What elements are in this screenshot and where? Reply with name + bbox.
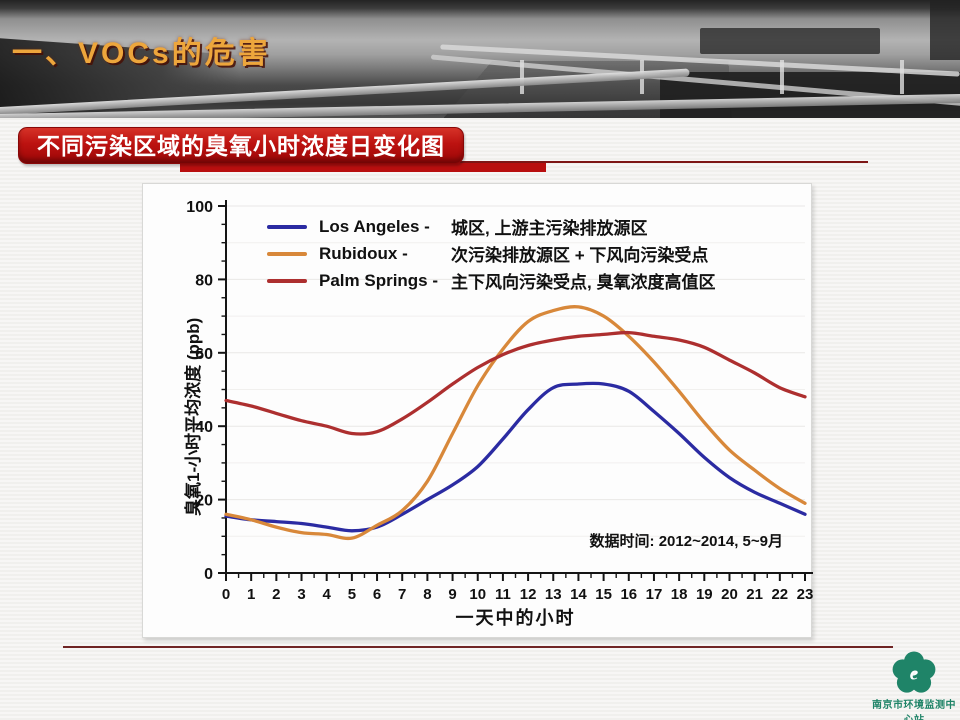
svg-text:14: 14	[570, 586, 587, 603]
photo-equipment	[930, 0, 960, 60]
plum-blossom-e-logo-icon: e	[892, 651, 936, 693]
line-swatch-icon	[267, 251, 307, 256]
svg-text:0: 0	[204, 566, 213, 583]
line-swatch-icon	[267, 224, 307, 229]
svg-text:17: 17	[646, 586, 663, 603]
y-axis-label: 臭氧1-小时平均浓度 (ppb)	[184, 317, 203, 516]
footer-divider	[63, 646, 893, 648]
svg-text:1: 1	[247, 586, 255, 603]
svg-text:3: 3	[297, 586, 305, 603]
header-photo: 一、VOCs的危害	[0, 0, 960, 118]
photo-equipment	[700, 28, 880, 54]
svg-text:9: 9	[448, 586, 456, 603]
svg-text:8: 8	[423, 586, 431, 603]
banner-underline-thin	[460, 161, 868, 163]
svg-text:2: 2	[272, 586, 280, 603]
svg-text:10: 10	[469, 586, 486, 603]
legend-label: Palm Springs -	[319, 270, 439, 290]
svg-text:15: 15	[595, 586, 612, 603]
line-swatch-icon	[267, 278, 307, 283]
x-axis-label: 一天中的小时	[455, 608, 576, 628]
svg-text:100: 100	[186, 199, 213, 216]
svg-text:23: 23	[797, 586, 813, 603]
legend-description: 次污染排放源区 + 下风向污染受点	[451, 246, 709, 265]
legend-label: Rubidoux -	[319, 243, 408, 263]
svg-text:4: 4	[323, 586, 332, 603]
svg-text:5: 5	[348, 586, 356, 603]
svg-text:0: 0	[222, 586, 230, 603]
svg-text:7: 7	[398, 586, 406, 603]
chart-panel: 0 20 40 60 80 100 0 1 2 3 4 5 6 7 8 9 10 11 12 13 14 15 16 17 18…	[142, 183, 813, 638]
svg-text:22: 22	[771, 586, 788, 603]
svg-text:60: 60	[195, 346, 213, 363]
svg-text:21: 21	[746, 586, 763, 603]
data-period-annotation: 数据时间: 2012~2014, 5~9月	[589, 533, 783, 550]
svg-text:13: 13	[545, 586, 562, 603]
org-name: 南京市环境监测中心站	[872, 700, 956, 720]
svg-text:e: e	[910, 664, 919, 685]
legend-row-rubidoux: Rubidoux - 次污染排放源区 + 下风向污染受点	[267, 240, 715, 267]
legend-description: 城区, 上游主污染排放源区	[451, 219, 648, 238]
photo-railing-post	[780, 60, 784, 94]
svg-text:20: 20	[721, 586, 738, 603]
legend-row-los-angeles: Los Angeles - 城区, 上游主污染排放源区	[267, 213, 715, 240]
legend-description: 主下风向污染受点, 臭氧浓度高值区	[451, 273, 716, 292]
svg-text:80: 80	[195, 272, 213, 289]
svg-text:20: 20	[195, 493, 213, 510]
svg-text:6: 6	[373, 586, 381, 603]
photo-railing-post	[900, 60, 904, 94]
svg-text:12: 12	[520, 586, 537, 603]
legend-row-palm-springs: Palm Springs - 主下风向污染受点, 臭氧浓度高值区	[267, 267, 715, 294]
page-title: 一、VOCs的危害	[12, 37, 271, 70]
svg-text:18: 18	[671, 586, 688, 603]
svg-text:11: 11	[495, 586, 511, 603]
org-logo: e 南京市环境监测中心站 NANJING ENVIRONMENTAL MONIT…	[872, 651, 956, 720]
section-title-banner: 不同污染区域的臭氧小时浓度日变化图	[18, 127, 464, 164]
svg-text:40: 40	[195, 419, 213, 436]
svg-text:19: 19	[696, 586, 713, 603]
chart-legend: Los Angeles - 城区, 上游主污染排放源区 Rubidoux - 次…	[267, 213, 715, 294]
svg-text:16: 16	[620, 586, 637, 603]
banner-underline-thick	[180, 162, 546, 172]
legend-label: Los Angeles -	[319, 216, 430, 236]
